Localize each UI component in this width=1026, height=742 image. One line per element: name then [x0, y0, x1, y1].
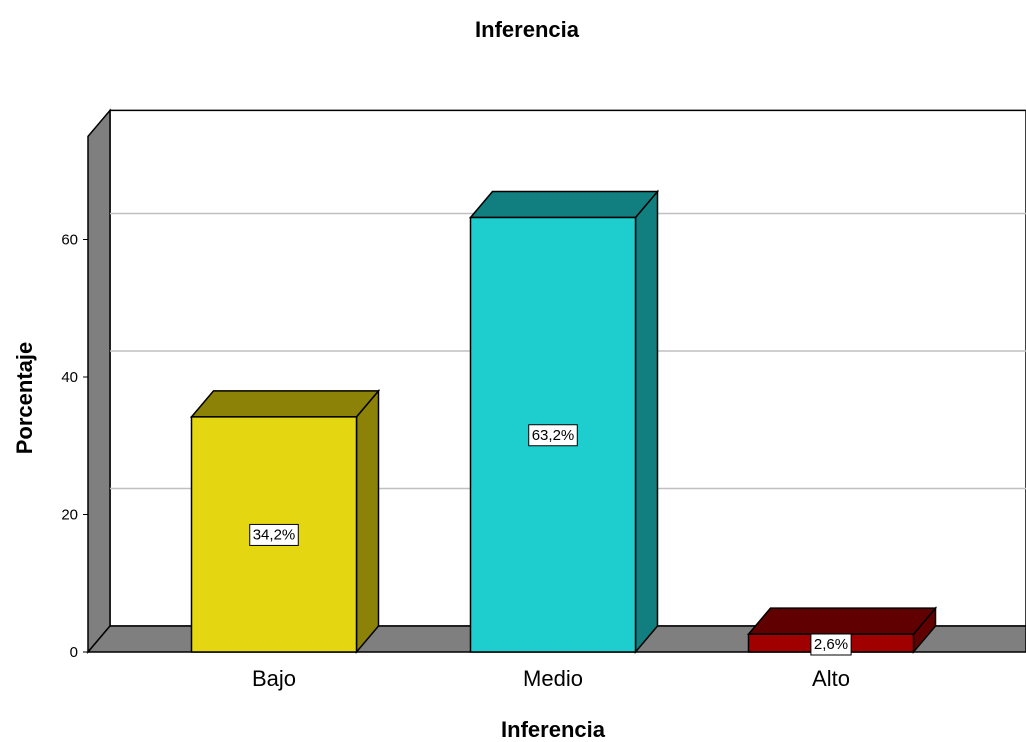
data-label-box	[249, 523, 299, 546]
data-label-text: 34,2%	[253, 526, 296, 543]
data-label: 34,2%	[249, 523, 299, 546]
bar-side	[355, 388, 380, 655]
y-tick-label: 20	[61, 507, 78, 524]
bar-medio	[468, 189, 660, 655]
x-tick-label: Alto	[812, 666, 850, 691]
data-label-box	[528, 424, 578, 447]
bar-top	[746, 607, 938, 635]
left-wall	[87, 108, 111, 655]
data-labels: 34,2% 63,2% 2,6%	[249, 424, 852, 656]
x-axis: Bajo Medio Alto	[252, 666, 850, 691]
x-tick-label: Bajo	[252, 666, 296, 691]
y-axis-title: Porcentaje	[12, 342, 37, 455]
chart-title: Inferencia	[475, 17, 580, 42]
bar-side	[634, 189, 659, 655]
y-tick-label: 40	[61, 369, 78, 386]
data-label-box	[810, 633, 852, 656]
bar-bajo	[189, 388, 381, 655]
x-tick-label: Medio	[523, 666, 583, 691]
data-label-text: 2,6%	[814, 636, 848, 653]
data-label: 63,2%	[528, 424, 578, 447]
data-label: 2,6%	[810, 633, 852, 656]
x-axis-title: Inferencia	[501, 717, 606, 742]
y-axis: 0 20 40 60	[61, 232, 88, 661]
bar-top	[468, 190, 660, 219]
y-tick-label: 60	[61, 232, 78, 249]
bar-top	[189, 390, 381, 418]
y-tick-label: 0	[70, 644, 78, 661]
data-label-text: 63,2%	[532, 427, 575, 444]
